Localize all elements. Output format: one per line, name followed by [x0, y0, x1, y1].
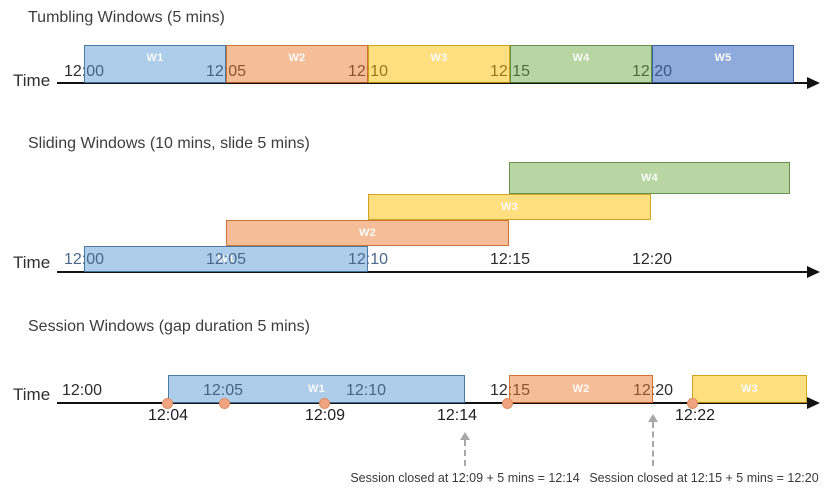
time-tick-label: 12:00: [61, 382, 103, 399]
time-axis-line: [57, 402, 809, 404]
time-axis-arrowhead-icon: [807, 266, 820, 278]
session-close-annotation: Session closed at 12:09 + 5 mins = 12:14: [350, 471, 580, 485]
event-time-label: 12:22: [674, 407, 716, 424]
time-tick-label: 12:20: [631, 251, 673, 268]
session-close-time-label: 12:14: [436, 407, 478, 424]
sliding-window-w4: W4: [509, 162, 790, 194]
sliding-window-w2: W2: [226, 220, 509, 246]
time-tick-label: 12:10: [347, 251, 389, 268]
time-tick-label: 12:15: [489, 251, 531, 268]
window-label: W4: [572, 52, 590, 64]
session-window-w1: W1: [168, 375, 465, 403]
diagram-title: Sliding Windows (10 mins, slide 5 mins): [28, 135, 310, 152]
window-label: W3: [740, 383, 759, 395]
dashed-arrow-shaft: [464, 440, 466, 466]
session-close-annotation: Session closed at 12:15 + 5 mins = 12:20: [589, 471, 819, 485]
diagram-title: Tumbling Windows (5 mins): [28, 9, 225, 26]
tumbling-window-w3: W3: [368, 45, 510, 83]
tumbling-window-w1: W1: [84, 45, 226, 83]
time-axis-line: [57, 82, 809, 84]
session-window-w2: W2: [509, 375, 653, 403]
time-axis-label: Time: [13, 71, 51, 90]
window-label: W2: [572, 383, 590, 395]
window-label: W1: [217, 253, 235, 265]
session-windows-diagram: Session Windows (gap duration 5 mins) Ti…: [0, 308, 829, 498]
event-dot: [687, 398, 698, 409]
window-label: W3: [430, 52, 448, 64]
event-dot: [502, 398, 513, 409]
event-time-label: 12:09: [304, 407, 346, 424]
tumbling-window-w5: W5: [652, 45, 794, 83]
tumbling-window-w2: W2: [226, 45, 368, 83]
sliding-window-w3: W3: [368, 194, 651, 220]
tumbling-windows-diagram: Tumbling Windows (5 mins) Time 12:00 12:…: [0, 0, 829, 125]
dashed-arrow-shaft: [652, 422, 654, 466]
time-axis-label: Time: [13, 253, 51, 272]
time-axis-label: Time: [13, 385, 51, 404]
event-dot: [162, 398, 173, 409]
time-tick-label: 12:00: [63, 251, 105, 268]
window-label: W3: [500, 201, 519, 213]
event-time-label: 12:04: [147, 407, 189, 424]
time-tick-label: 12:05: [205, 251, 247, 268]
time-axis-line: [57, 271, 809, 273]
window-label: W5: [714, 52, 732, 64]
window-label: W2: [288, 52, 306, 64]
time-axis-arrowhead-icon: [807, 77, 820, 89]
tumbling-window-w4: W4: [510, 45, 652, 83]
event-dot: [319, 398, 330, 409]
diagram-title: Session Windows (gap duration 5 mins): [28, 318, 310, 335]
sliding-windows-diagram: Sliding Windows (10 mins, slide 5 mins) …: [0, 125, 829, 308]
dashed-arrow-up-icon: [648, 414, 658, 422]
sliding-window-w1: W1: [84, 246, 368, 272]
time-axis-arrowhead-icon: [807, 397, 820, 409]
session-window-w3: W3: [692, 375, 807, 403]
window-label: W1: [146, 52, 164, 64]
dashed-arrow-up-icon: [460, 432, 470, 440]
event-dot: [219, 398, 230, 409]
window-label: W4: [640, 172, 659, 184]
window-label: W2: [358, 227, 377, 239]
window-label: W1: [307, 383, 326, 395]
